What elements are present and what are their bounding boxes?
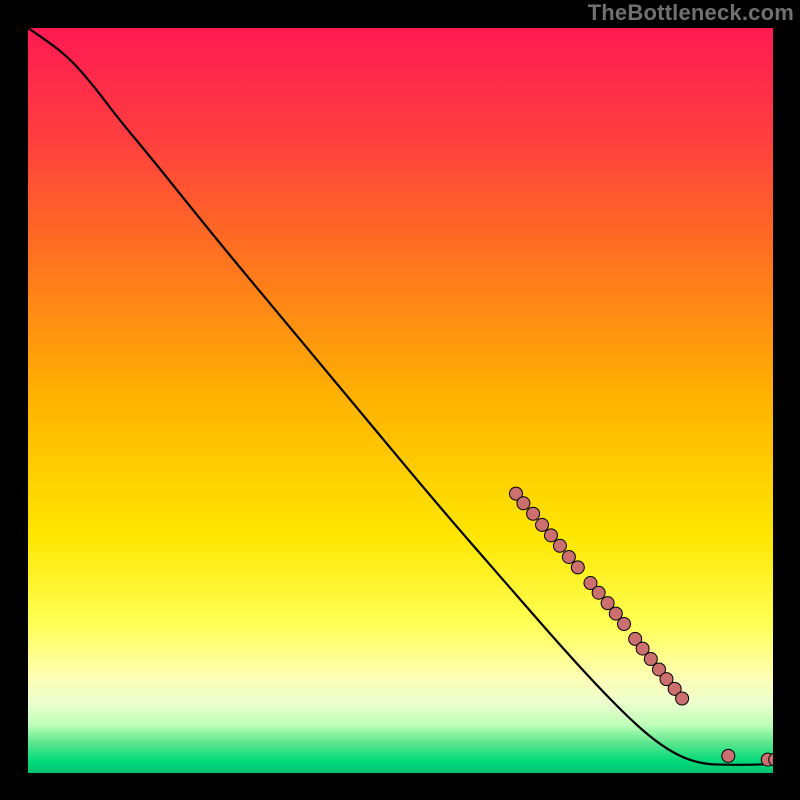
bottleneck-chart bbox=[28, 28, 773, 773]
data-marker bbox=[562, 550, 575, 563]
chart-container: TheBottleneck.com bbox=[0, 0, 800, 800]
data-marker bbox=[618, 618, 631, 631]
data-marker bbox=[592, 586, 605, 599]
data-marker bbox=[517, 497, 530, 510]
data-marker bbox=[676, 692, 689, 705]
data-marker bbox=[527, 507, 540, 520]
gradient-background bbox=[28, 28, 773, 773]
data-marker bbox=[553, 539, 566, 552]
data-marker bbox=[536, 518, 549, 531]
data-marker bbox=[544, 529, 557, 542]
data-marker bbox=[722, 749, 735, 762]
data-marker bbox=[571, 561, 584, 574]
watermark-text: TheBottleneck.com bbox=[588, 0, 794, 26]
